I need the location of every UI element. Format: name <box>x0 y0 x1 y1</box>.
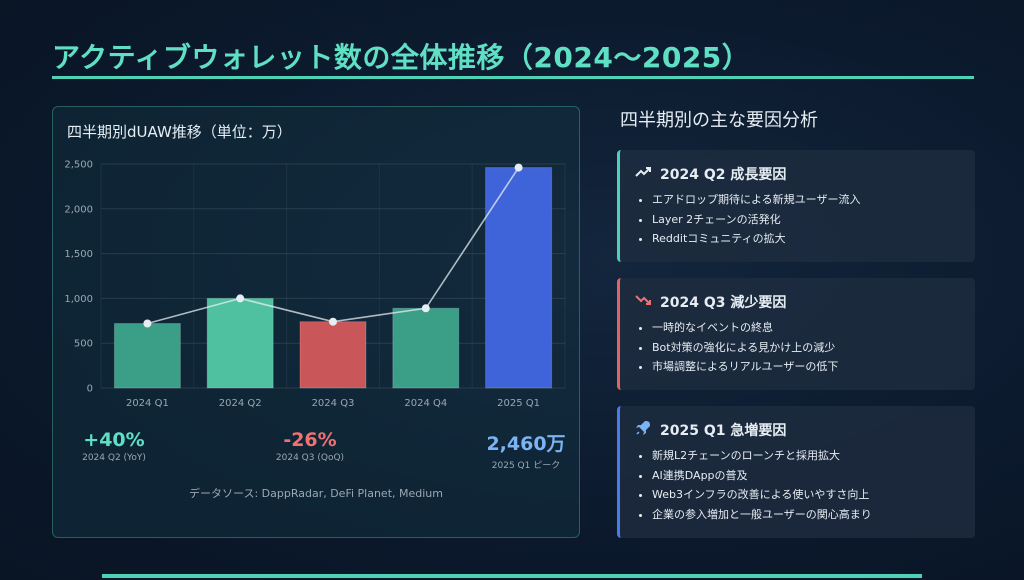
chart-title: 四半期別dUAW推移（単位：万） <box>67 123 292 141</box>
stat-label: 2024 Q3 (QoQ) <box>275 453 345 463</box>
list-item: 一時的なイベントの終息 <box>652 318 838 338</box>
y-tick-label: 0 <box>87 384 93 395</box>
trend-point <box>421 304 430 313</box>
data-source-note: データソース: DappRadar, DeFi Planet, Medium <box>189 487 443 500</box>
stat-label: 2024 Q2 (YoY) <box>82 453 146 463</box>
factor-card-2025q1: 2025 Q1 急増要因 新規L2チェーンのローンチと採用拡大 AI連携DApp… <box>617 406 975 538</box>
trend-point <box>143 319 152 328</box>
bar <box>299 321 367 389</box>
rocket-icon <box>634 420 652 440</box>
list-item: 市場調整によるリアルユーザーの低下 <box>652 357 838 377</box>
trend-point <box>236 294 245 303</box>
x-tick-label: 2024 Q3 <box>312 398 355 409</box>
stat-q2-growth: +40% 2024 Q2 (YoY) <box>69 429 159 463</box>
bottom-accent-bar <box>102 574 922 578</box>
y-tick-label: 1,000 <box>64 294 93 305</box>
list-item: Redditコミュニティの拡大 <box>652 229 860 249</box>
trend-point <box>514 163 523 172</box>
card-heading: 2024 Q2 成長要因 <box>634 164 786 184</box>
stat-value: +40% <box>83 429 145 451</box>
x-tick-label: 2025 Q1 <box>497 398 540 409</box>
list-item: Bot対策の強化による見かけ上の減少 <box>652 338 838 358</box>
card-title: 2025 Q1 急増要因 <box>660 423 787 439</box>
y-tick-label: 1,500 <box>64 249 93 260</box>
stat-value: -26% <box>283 429 337 451</box>
card-heading: 2024 Q3 減少要因 <box>634 292 786 312</box>
card-heading: 2025 Q1 急増要因 <box>634 420 786 440</box>
list-item: AI連携DAppの普及 <box>652 466 872 486</box>
trending-down-icon <box>634 294 652 310</box>
bar-line-chart: 0 500 1,000 1,500 2,000 2,500 2024 Q1 2024 Q2 20… <box>64 160 566 409</box>
card-title: 2024 Q3 減少要因 <box>660 295 787 311</box>
bar <box>485 167 553 389</box>
list-item: 企業の参入増加と一般ユーザーの関心高まり <box>652 505 872 525</box>
trend-point <box>329 317 337 326</box>
bar <box>113 322 181 389</box>
list-item: エアドロップ期待による新規ユーザー流入 <box>652 190 860 210</box>
card-title: 2024 Q2 成長要因 <box>660 167 787 183</box>
y-tick-label: 500 <box>74 339 93 350</box>
stat-label: 2025 Q1 ピーク <box>491 461 561 471</box>
x-tick-label: 2024 Q2 <box>219 398 262 409</box>
x-tick-label: 2024 Q1 <box>126 398 169 409</box>
factor-card-q3: 2024 Q3 減少要因 一時的なイベントの終息 Bot対策の強化による見かけ上… <box>617 278 975 390</box>
y-tick-label: 2,500 <box>64 160 93 171</box>
x-tick-label: 2024 Q4 <box>404 398 447 409</box>
title-underline <box>52 76 974 79</box>
bar <box>206 297 274 389</box>
stat-value: 2,460万 <box>486 433 566 455</box>
list-item: Layer 2チェーンの活発化 <box>652 210 860 230</box>
y-tick-label: 2,000 <box>64 204 93 215</box>
trend-line <box>147 167 520 325</box>
list-item: Web3インフラの改善による使いやすさ向上 <box>652 485 872 505</box>
trending-up-icon <box>634 166 652 182</box>
analysis-title: 四半期別の主な要因分析 <box>620 110 818 131</box>
list-item: 新規L2チェーンのローンチと採用拡大 <box>652 446 872 466</box>
factor-card-q2: 2024 Q2 成長要因 エアドロップ期待による新規ユーザー流入 Layer 2… <box>617 150 975 262</box>
factor-list: 一時的なイベントの終息 Bot対策の強化による見かけ上の減少 市場調整によるリア… <box>634 318 838 377</box>
bar <box>392 307 460 389</box>
factor-list: エアドロップ期待による新規ユーザー流入 Layer 2チェーンの活発化 Redd… <box>634 190 860 249</box>
factor-list: 新規L2チェーンのローンチと採用拡大 AI連携DAppの普及 Web3インフラの… <box>634 446 872 524</box>
page-title: アクティブウォレット数の全体推移（2024〜2025） <box>52 41 751 74</box>
stat-q1-peak: 2,460万 2025 Q1 ピーク <box>481 429 571 471</box>
chart-panel: 四半期別dUAW推移（単位：万） 0 500 1,000 1,500 2,000 2,50… <box>52 106 580 538</box>
stat-q3-decline: -26% 2024 Q3 (QoQ) <box>265 429 355 463</box>
